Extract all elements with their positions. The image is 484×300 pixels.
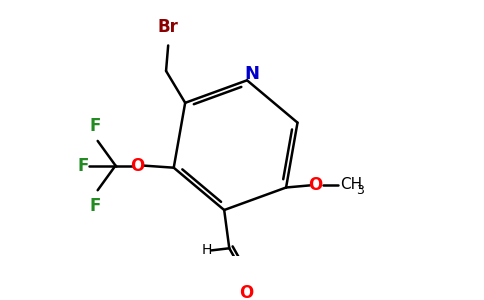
Text: F: F bbox=[77, 157, 89, 175]
Text: O: O bbox=[131, 157, 145, 175]
Text: O: O bbox=[239, 284, 254, 300]
Text: CH: CH bbox=[340, 177, 363, 192]
Text: N: N bbox=[245, 65, 259, 83]
Text: 3: 3 bbox=[356, 184, 364, 197]
Text: O: O bbox=[308, 176, 322, 194]
Text: F: F bbox=[90, 196, 101, 214]
Text: H: H bbox=[201, 243, 212, 257]
Text: Br: Br bbox=[158, 18, 179, 36]
Text: F: F bbox=[90, 117, 101, 135]
